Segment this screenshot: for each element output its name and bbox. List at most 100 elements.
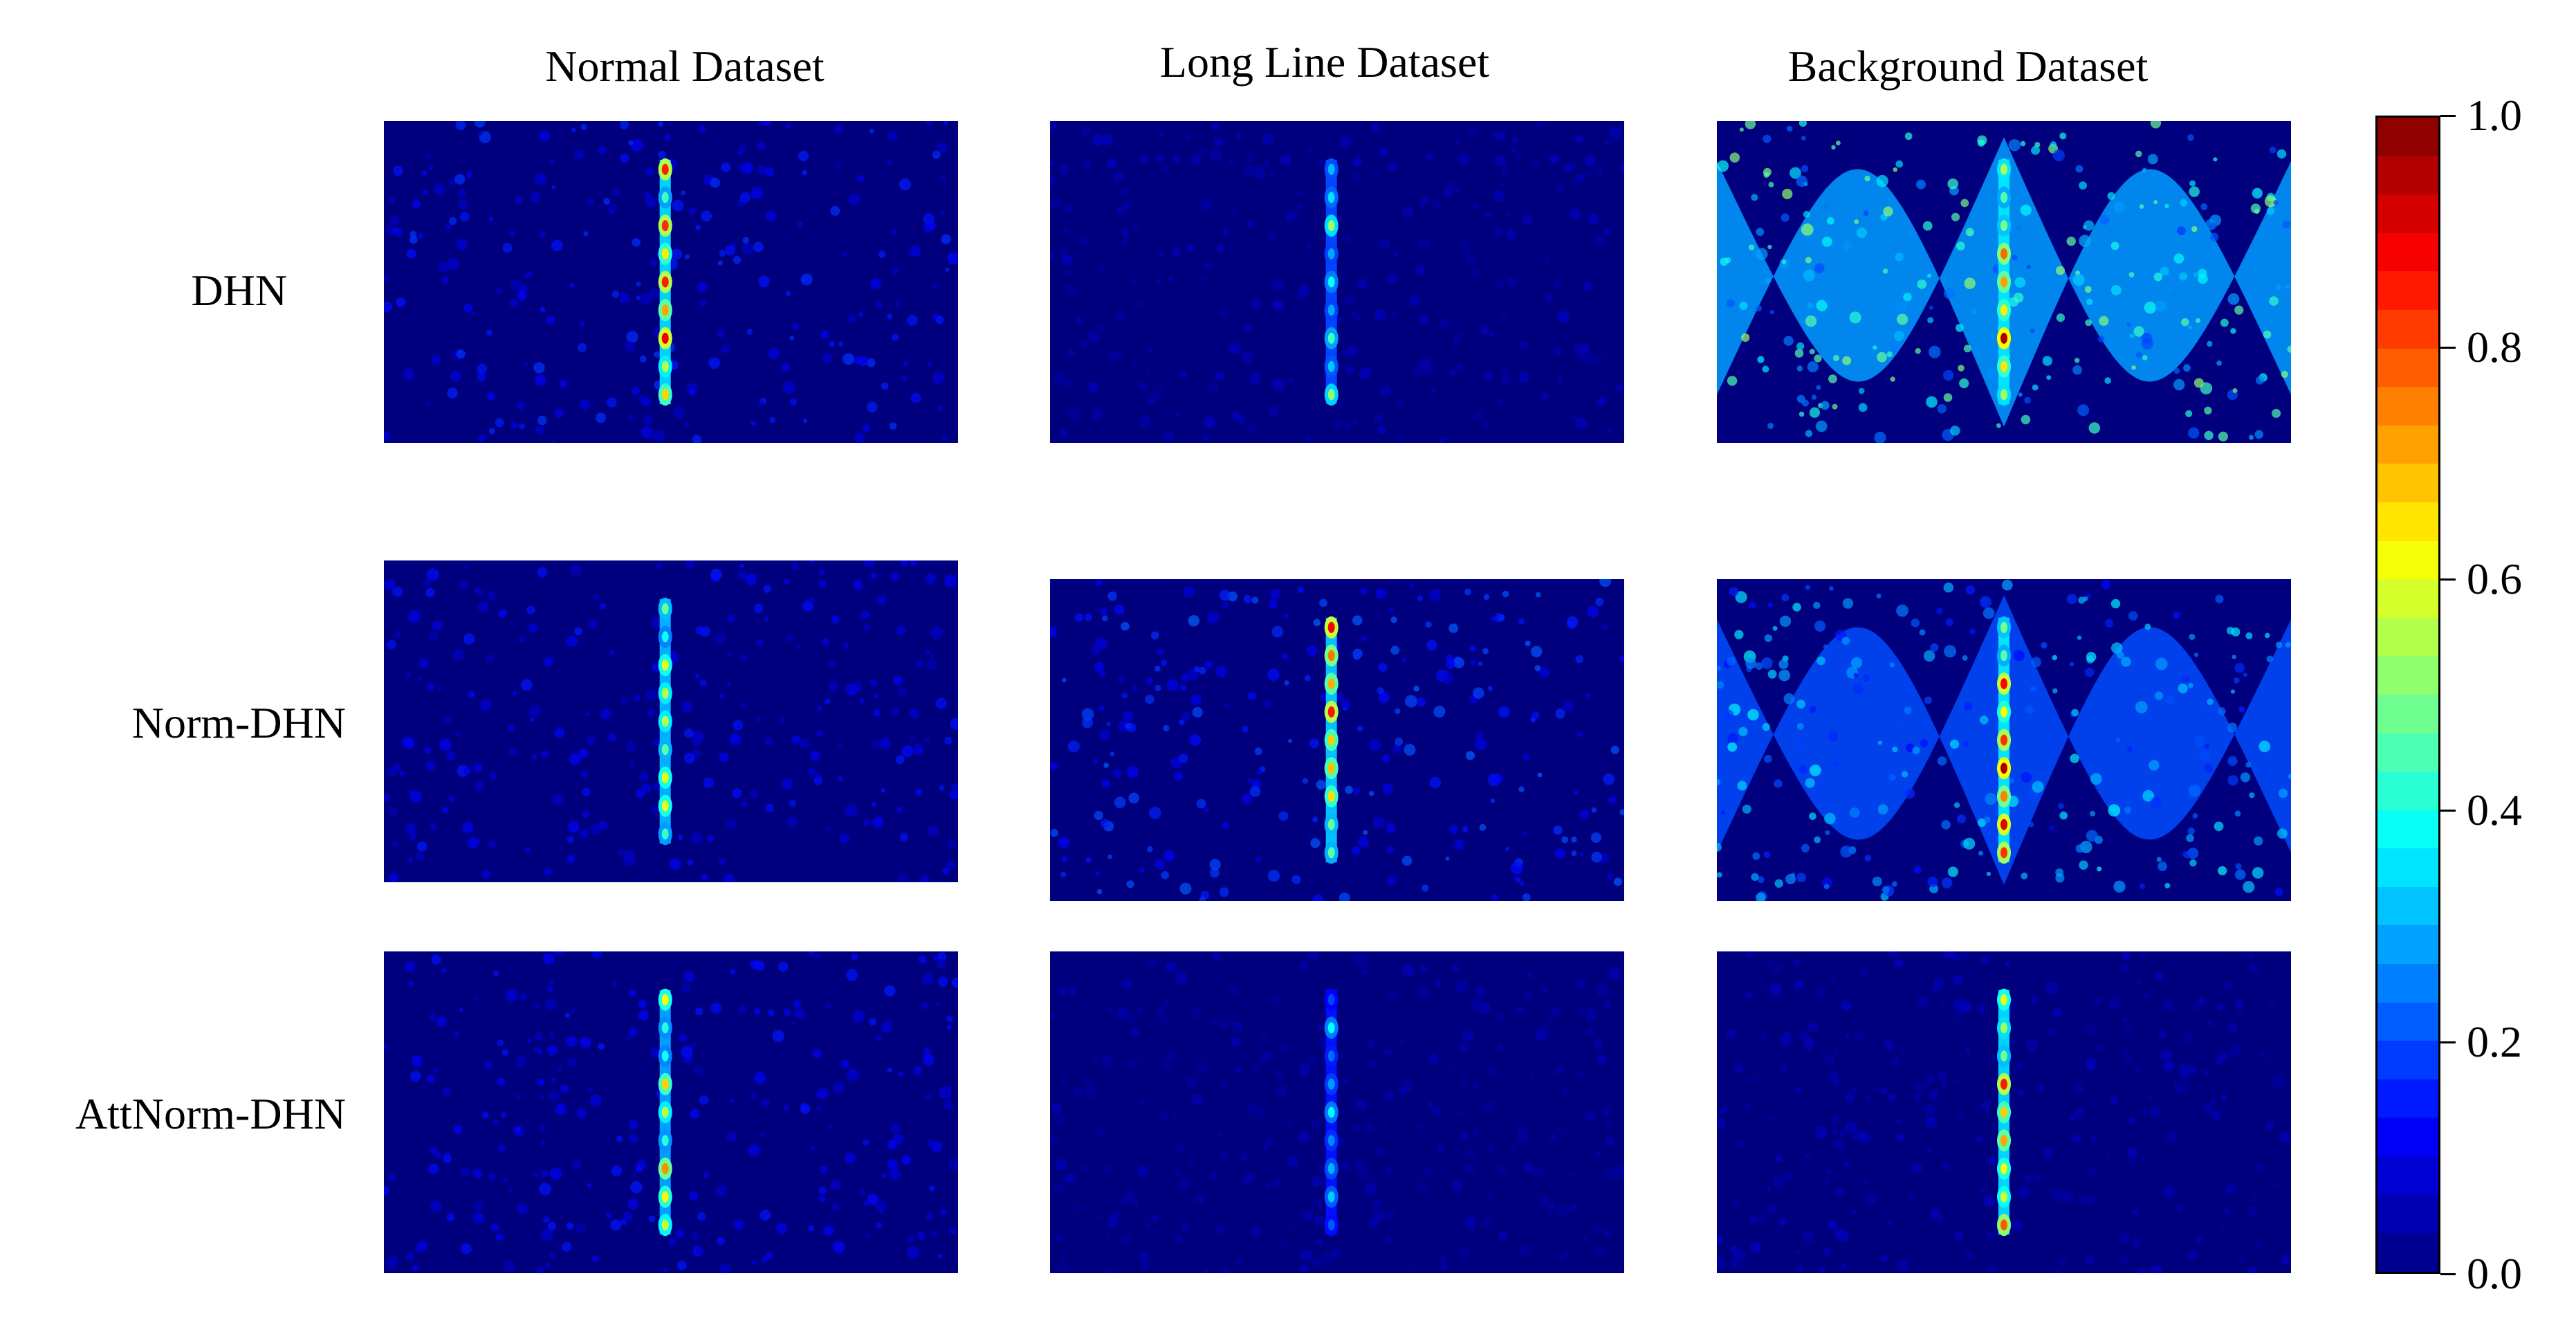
heatmap-speckle — [828, 680, 839, 691]
heatmap-speckle — [730, 969, 736, 975]
heatmap-speckle — [2126, 746, 2133, 752]
heatmap-speckle — [2139, 883, 2146, 889]
heatmap-speckle — [750, 960, 760, 969]
heatmap-speckle — [2085, 319, 2092, 327]
row-label-norm-dhn: Norm-DHN — [131, 698, 346, 747]
heatmap-speckle — [524, 274, 529, 279]
heatmap-speckle — [757, 121, 762, 126]
heatmap-speckle — [1097, 1213, 1105, 1220]
colorbar-tick-label: 0.0 — [2467, 1249, 2522, 1298]
heatmap-svg — [384, 121, 958, 443]
heatmap-speckle — [446, 1213, 455, 1221]
heatmap-speckle — [1965, 228, 1974, 237]
heatmap-speckle — [1522, 893, 1531, 901]
heatmap-speckle — [772, 1030, 784, 1042]
heatmap-speckle — [1087, 331, 1101, 343]
heatmap-speckle — [1107, 591, 1117, 601]
heatmap-speckle — [1065, 269, 1074, 278]
heatmap-speckle — [1175, 971, 1188, 984]
heatmap-speckle — [388, 806, 398, 816]
heatmap-speckle — [1940, 999, 1947, 1005]
heatmap-speckle — [1300, 961, 1309, 970]
heatmap-speckle — [852, 682, 863, 692]
heatmap-dhn-normal — [384, 121, 958, 443]
heatmap-speckle — [1059, 165, 1069, 174]
colorbar-tick-label: 0.4 — [2467, 785, 2522, 835]
heatmap-speckle — [1596, 1247, 1604, 1255]
heatmap-speckle — [608, 733, 617, 742]
heatmap-speckle — [1763, 851, 1771, 858]
heatmap-speckle — [1737, 781, 1747, 791]
heatmap-speckle — [893, 1134, 904, 1144]
heatmap-peak-core — [2000, 621, 2007, 633]
heatmap-speckle — [863, 819, 870, 826]
heatmap-speckle — [741, 702, 746, 707]
heatmap-speckle — [1378, 662, 1388, 672]
heatmap-speckle — [1603, 1000, 1611, 1008]
heatmap-speckle — [1892, 747, 1898, 753]
heatmap-speckle — [910, 392, 921, 403]
heatmap-speckle — [1739, 127, 1744, 132]
colorbar-segment — [2377, 1079, 2438, 1118]
heatmap-speckle — [681, 983, 690, 993]
heatmap-speckle — [384, 273, 388, 282]
heatmap-speckle — [1843, 1161, 1849, 1167]
heatmap-speckle — [1858, 387, 1865, 394]
heatmap-speckle — [539, 231, 546, 238]
heatmap-speckle — [701, 301, 706, 307]
heatmap-speckle — [2234, 663, 2245, 673]
heatmap-speckle — [1807, 302, 1814, 309]
heatmap-speckle — [542, 1216, 550, 1223]
heatmap-speckle — [590, 1095, 602, 1106]
heatmap-speckle — [1209, 868, 1220, 878]
heatmap-speckle — [2272, 408, 2281, 418]
heatmap-speckle — [719, 1263, 731, 1273]
heatmap-speckle — [1494, 613, 1504, 623]
heatmap-speckle — [2256, 1162, 2265, 1171]
heatmap-speckle — [2104, 377, 2111, 384]
heatmap-speckle — [2247, 1205, 2258, 1217]
heatmap-speckle — [1344, 295, 1356, 306]
heatmap-speckle — [760, 1132, 766, 1138]
heatmap-speckle — [1231, 1037, 1241, 1047]
heatmap-speckle — [1067, 407, 1080, 420]
heatmap-speckle — [889, 1167, 901, 1180]
heatmap-speckle — [1619, 164, 1624, 173]
heatmap-speckle — [716, 1237, 725, 1246]
heatmap-speckle — [2142, 167, 2147, 173]
heatmap-speckle — [424, 747, 432, 754]
heatmap-speckle — [2204, 764, 2214, 773]
heatmap-speckle — [1101, 134, 1112, 145]
heatmap-speckle — [854, 432, 865, 443]
heatmap-speckle — [928, 825, 939, 837]
heatmap-peak-core — [1327, 304, 1335, 316]
heatmap-speckle — [450, 370, 462, 383]
heatmap-speckle — [1501, 315, 1507, 321]
row-label-attnorm-dhn: AttNorm-DHN — [75, 1089, 346, 1138]
heatmap-speckle — [2142, 790, 2155, 802]
heatmap-speckle — [912, 744, 924, 756]
heatmap-speckle — [890, 572, 899, 581]
heatmap-speckle — [760, 1210, 771, 1221]
heatmap-speckle — [2086, 1061, 2095, 1071]
heatmap-speckle — [1606, 1137, 1614, 1146]
heatmap-speckle — [558, 1067, 562, 1072]
heatmap-speckle — [1298, 1131, 1310, 1144]
heatmap-speckle — [1602, 623, 1608, 630]
heatmap-speckle — [1981, 956, 1989, 964]
heatmap-speckle — [407, 610, 421, 623]
heatmap-speckle — [1752, 852, 1760, 860]
heatmap-speckle — [751, 421, 756, 426]
heatmap-speckle — [1591, 832, 1601, 843]
heatmap-speckle — [899, 832, 908, 841]
heatmap-speckle — [2275, 641, 2283, 648]
heatmap-speckle — [1746, 951, 1753, 958]
heatmap-speckle — [2128, 272, 2135, 277]
heatmap-speckle — [1256, 769, 1262, 775]
heatmap-speckle — [944, 574, 957, 587]
heatmap-speckle — [540, 307, 546, 313]
heatmap-speckle — [2191, 1003, 2199, 1011]
heatmap-speckle — [2074, 358, 2080, 363]
heatmap-peak-core — [661, 659, 669, 671]
heatmap-speckle — [1801, 223, 1814, 236]
